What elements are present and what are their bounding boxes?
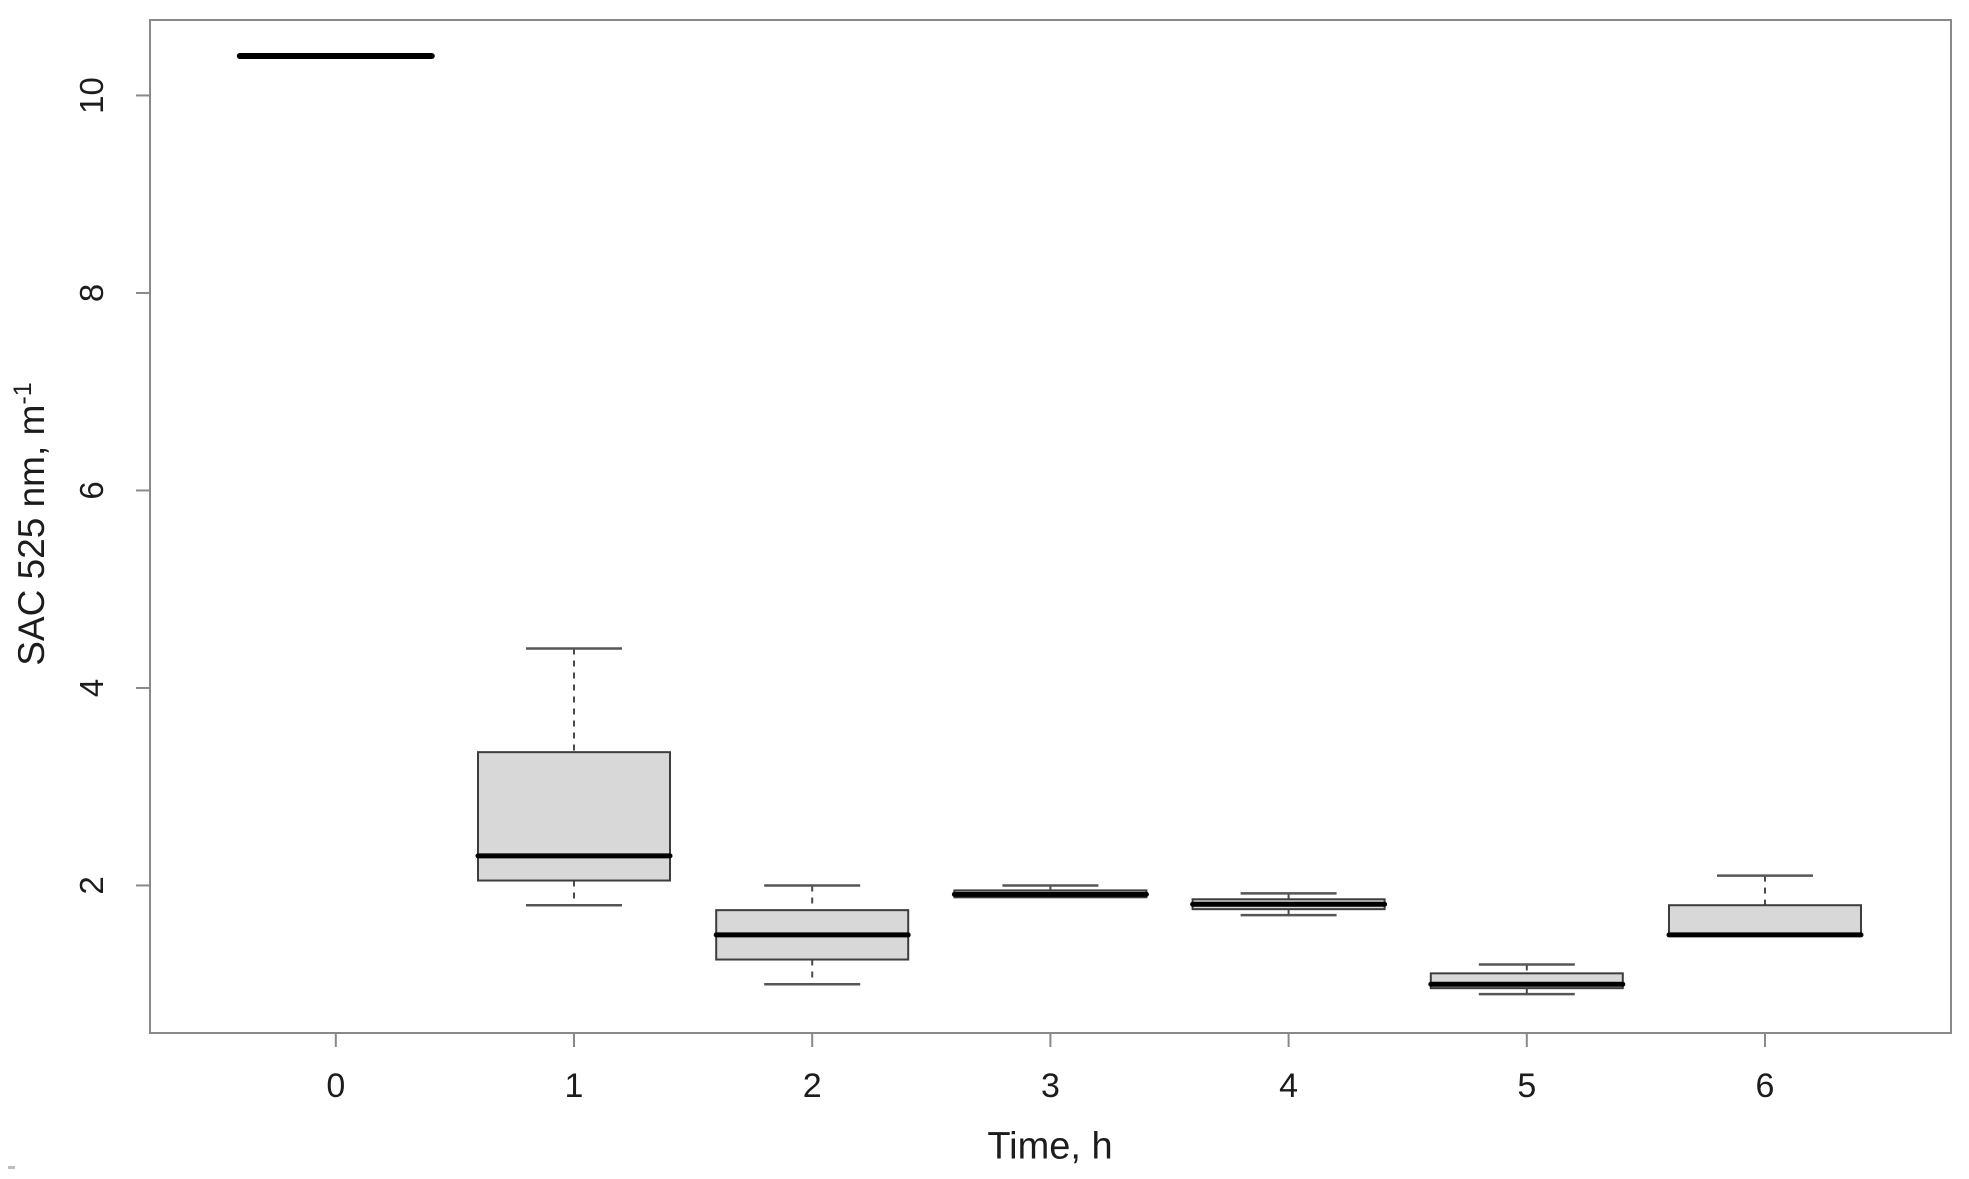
x-tick-label: 6 [1756, 1067, 1775, 1105]
y-axis-title-superscript: -1 [8, 382, 37, 405]
y-tick-label: 6 [73, 481, 110, 499]
plot-border [149, 19, 1952, 1034]
artifact-speck [8, 1166, 15, 1169]
y-axis-title-text: SAC 525 nm, m [11, 404, 53, 666]
x-axis-title: Time, h [987, 1125, 1113, 1168]
iqr-box [1668, 904, 1862, 936]
x-tick-label: 1 [565, 1067, 584, 1105]
y-tick-label: 10 [73, 77, 110, 114]
y-tick-label: 4 [73, 679, 110, 697]
y-axis-title: SAC 525 nm, m-1 [9, 382, 53, 666]
x-tick-label: 0 [326, 1067, 345, 1105]
y-tick-label: 8 [73, 284, 110, 302]
x-tick-label: 4 [1279, 1067, 1298, 1105]
y-tick-label: 2 [73, 876, 110, 894]
iqr-box [477, 751, 671, 882]
x-tick-label: 2 [803, 1067, 822, 1105]
x-tick-label: 3 [1041, 1067, 1060, 1105]
x-tick-label: 5 [1517, 1067, 1536, 1105]
